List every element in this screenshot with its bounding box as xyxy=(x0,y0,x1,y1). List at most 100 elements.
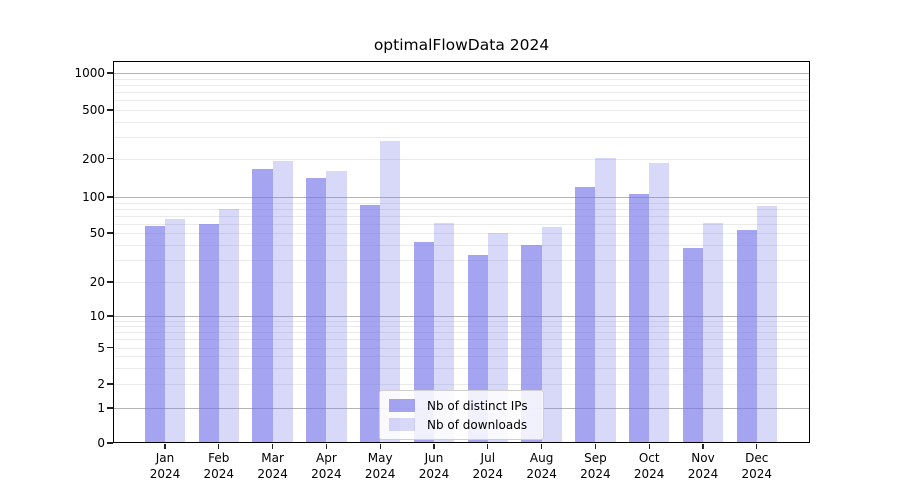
gridline-minor xyxy=(113,244,810,246)
legend-swatch-downloads xyxy=(389,418,415,431)
legend-label: Nb of downloads xyxy=(427,417,528,432)
y-tick-label: 10 xyxy=(89,309,105,323)
x-tick-mark xyxy=(594,444,596,449)
bar xyxy=(165,219,186,443)
x-tick-year: 2024 xyxy=(472,466,504,481)
x-tick-year: 2024 xyxy=(203,466,235,481)
gridline-minor xyxy=(113,84,810,86)
gridline-minor xyxy=(113,384,810,385)
bar xyxy=(144,226,165,443)
gridline-minor xyxy=(113,110,810,111)
gridline-minor xyxy=(113,158,810,160)
gridline-minor xyxy=(113,215,810,217)
x-tick-mark xyxy=(756,444,758,449)
y-tick-label: 20 xyxy=(89,275,105,289)
gridline-minor xyxy=(113,202,810,204)
x-tick-year: 2024 xyxy=(311,466,342,481)
bar xyxy=(595,157,616,443)
gridline-minor xyxy=(113,92,810,93)
y-tick-label: 100 xyxy=(82,190,105,204)
x-tick-year: 2024 xyxy=(149,466,181,481)
x-tick-label: Jan 2024 xyxy=(137,451,193,482)
gridline-minor xyxy=(113,356,810,358)
x-tick-year: 2024 xyxy=(257,466,288,481)
x-tick-mark xyxy=(433,444,435,449)
y-tick-mark xyxy=(107,442,113,444)
bar xyxy=(703,222,724,443)
x-tick-mark xyxy=(379,444,381,449)
x-tick-label: Aug 2024 xyxy=(514,451,570,482)
gridline-major xyxy=(113,197,810,198)
bar xyxy=(272,160,293,443)
gridline-major xyxy=(113,316,810,317)
x-tick-label: Oct 2024 xyxy=(621,451,677,482)
bar xyxy=(575,187,596,443)
bar xyxy=(756,206,778,443)
y-tick-mark xyxy=(107,383,113,385)
bar xyxy=(359,205,381,443)
x-tick-mark xyxy=(648,444,650,449)
x-tick-year: 2024 xyxy=(418,466,450,481)
x-tick-mark xyxy=(272,444,274,449)
gridline-minor xyxy=(113,339,810,341)
gridline-minor xyxy=(113,326,810,328)
legend-label: Nb of distinct IPs xyxy=(427,398,528,413)
legend-item: Nb of downloads xyxy=(389,415,534,434)
x-tick-year: 2024 xyxy=(526,466,557,481)
x-tick-year: 2024 xyxy=(364,466,396,481)
gridline-major xyxy=(113,73,810,74)
y-tick-mark xyxy=(107,346,113,349)
x-tick-mark xyxy=(218,444,220,449)
y-tick-label: 1 xyxy=(97,401,105,415)
bar xyxy=(252,168,273,443)
y-tick-label: 500 xyxy=(82,103,105,117)
bar xyxy=(380,141,401,443)
gridline-minor xyxy=(113,121,810,123)
bar xyxy=(649,163,670,443)
y-tick-label: 50 xyxy=(89,226,105,240)
gridline-minor xyxy=(113,347,810,349)
y-tick-mark xyxy=(107,281,113,283)
y-tick-label: 200 xyxy=(82,151,105,166)
gridline-minor xyxy=(113,78,810,80)
gridline-minor xyxy=(113,100,810,102)
x-tick-label: Nov 2024 xyxy=(675,451,731,482)
x-tick-mark xyxy=(164,444,166,449)
y-tick-mark xyxy=(107,315,113,317)
gridline-minor xyxy=(113,282,810,283)
x-tick-label: Jul 2024 xyxy=(460,451,516,482)
legend-item: Nb of distinct IPs xyxy=(389,396,534,415)
bar xyxy=(218,209,240,443)
x-tick-year: 2024 xyxy=(741,466,773,481)
bar xyxy=(326,170,347,443)
gridline-minor xyxy=(113,137,810,138)
x-tick-mark xyxy=(325,444,327,449)
x-tick-label: Feb 2024 xyxy=(191,451,247,482)
x-tick-label: Apr 2024 xyxy=(298,451,354,482)
gridline-minor xyxy=(113,260,810,262)
y-tick-label: 0 xyxy=(97,436,105,450)
x-tick-label: Jun 2024 xyxy=(406,451,462,482)
bar xyxy=(306,177,327,443)
y-tick-label: 5 xyxy=(97,340,105,355)
x-tick-year: 2024 xyxy=(633,466,665,481)
x-tick-label: Mar 2024 xyxy=(245,451,301,482)
legend: Nb of distinct IPs Nb of downloads xyxy=(379,390,544,440)
gridline-minor xyxy=(113,223,810,225)
y-tick-label: 2 xyxy=(97,377,105,391)
gridline-minor xyxy=(113,367,810,369)
y-tick-mark xyxy=(107,232,113,234)
legend-swatch-distinct-ips xyxy=(389,399,415,412)
x-tick-mark xyxy=(487,444,489,449)
y-tick-mark xyxy=(107,407,113,409)
y-tick-mark xyxy=(107,157,113,160)
x-tick-mark xyxy=(541,444,543,449)
gridline-minor xyxy=(113,208,810,210)
bar xyxy=(198,224,219,443)
y-tick-mark xyxy=(107,196,113,198)
y-tick-label: 1000 xyxy=(74,66,105,80)
bar xyxy=(434,222,455,443)
gridline-minor xyxy=(113,320,810,322)
bar xyxy=(682,247,703,443)
bar xyxy=(628,193,650,443)
